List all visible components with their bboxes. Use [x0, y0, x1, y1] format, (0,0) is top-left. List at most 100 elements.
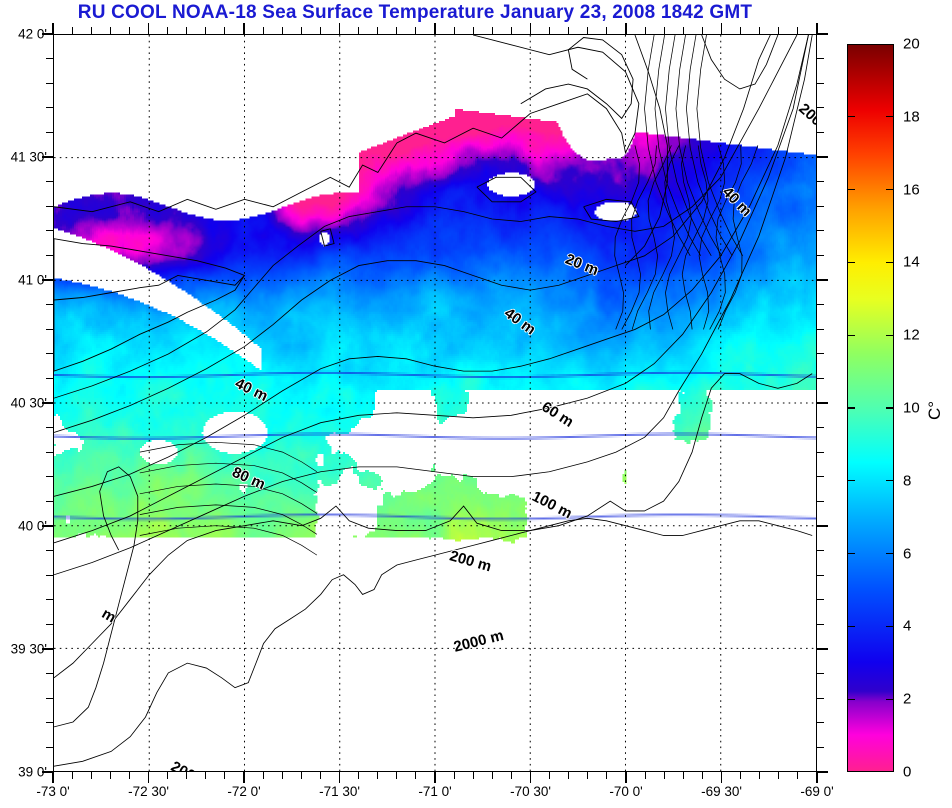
x-axis-minor-tick-top — [186, 27, 188, 34]
x-axis-major-tick-top — [720, 23, 723, 34]
y-axis-label: 39 30' — [10, 641, 47, 657]
y-axis-major-tick — [42, 525, 53, 527]
contour-canyon — [709, 145, 742, 330]
x-axis-major-tick-top — [434, 23, 436, 34]
contour-canyon — [621, 145, 657, 330]
x-axis-minor-tick-top — [377, 27, 379, 34]
x-axis-minor-tick — [396, 772, 398, 779]
contour-gulf-of-maine — [686, 35, 733, 257]
colorbar-tick-label: 6 — [903, 545, 912, 563]
x-axis-minor-tick — [224, 772, 226, 779]
x-axis-minor-tick — [587, 772, 589, 779]
x-axis-label: -72 30' — [128, 784, 169, 799]
x-axis-major-tick-top — [147, 23, 150, 34]
y-axis-minor-tick — [46, 82, 53, 84]
coastline-cape-cod — [520, 37, 634, 120]
colorbar-tick-label: 14 — [903, 253, 920, 271]
y-axis-major-tick — [42, 402, 53, 404]
y-axis-minor-tick-right — [817, 353, 824, 355]
x-axis-major-tick-top — [243, 23, 245, 34]
page-title: RU COOL NOAA-18 Sea Surface Temperature … — [77, 2, 753, 23]
x-axis-minor-tick — [377, 772, 379, 779]
x-axis-minor-tick-top — [587, 27, 589, 34]
y-axis-minor-tick-right — [817, 328, 824, 330]
x-axis-major-tick — [816, 772, 818, 783]
y-axis-minor-tick — [46, 697, 53, 699]
y-axis-minor-tick — [46, 254, 53, 256]
y-axis-minor-tick-right — [817, 58, 824, 60]
y-axis-major-tick — [42, 771, 53, 773]
contour-2000m — [54, 517, 813, 767]
contour-canyon — [698, 145, 726, 330]
y-axis-minor-tick-right — [817, 722, 824, 724]
y-axis-major-tick-right — [817, 771, 828, 773]
contour-canyon — [665, 145, 692, 330]
x-axis-minor-tick — [663, 772, 665, 779]
x-axis-major-tick — [243, 772, 245, 783]
colorbar-tick-label: 18 — [903, 108, 920, 126]
y-axis-major-tick-right — [817, 33, 828, 35]
coastline-contour-overlay — [54, 35, 816, 771]
x-axis-minor-tick — [759, 772, 761, 779]
x-axis-minor-tick — [491, 772, 493, 779]
y-axis-minor-tick-right — [817, 377, 824, 379]
colorbar-tick — [847, 552, 855, 555]
y-axis-minor-tick-right — [817, 500, 824, 502]
colorbar-tick — [886, 625, 894, 628]
colorbar-tick — [886, 480, 894, 482]
coastline-long-island-north — [54, 238, 246, 301]
y-axis-label: 42 0' — [18, 26, 47, 42]
contour-40m-east — [625, 35, 668, 266]
colorbar-tick — [847, 334, 855, 336]
x-axis-minor-tick — [415, 772, 417, 779]
x-axis-minor-tick-top — [396, 27, 398, 34]
y-axis-minor-tick-right — [817, 476, 824, 478]
coastline-nantucket — [583, 198, 640, 222]
y-axis-minor-tick — [46, 722, 53, 724]
contour-80m — [54, 35, 809, 544]
x-axis-minor-tick-top — [510, 27, 512, 34]
colorbar-tick-label: 8 — [903, 472, 912, 490]
contour-canyon — [631, 145, 672, 330]
x-axis-minor-tick — [568, 772, 570, 779]
colorbar-tick — [847, 625, 855, 628]
y-axis-major-tick-right — [817, 525, 828, 527]
y-axis-minor-tick-right — [817, 107, 824, 109]
x-axis-minor-tick — [606, 772, 608, 779]
contour-gulf-of-maine — [654, 35, 702, 257]
colorbar-tick — [886, 552, 894, 555]
x-axis-minor-tick-top — [167, 27, 169, 34]
x-axis-major-tick — [625, 772, 627, 783]
x-axis-minor-tick — [510, 772, 512, 779]
x-axis-minor-tick-top — [568, 27, 570, 34]
x-axis-minor-tick — [262, 772, 264, 779]
x-axis-minor-tick-top — [415, 27, 417, 34]
contour-60m — [54, 35, 809, 497]
y-axis-minor-tick-right — [817, 304, 824, 306]
y-axis-minor-tick-right — [817, 574, 824, 576]
y-axis-label: 41 0' — [18, 272, 47, 288]
x-axis-minor-tick — [701, 772, 703, 779]
y-axis-minor-tick-right — [817, 131, 824, 133]
x-axis-minor-tick-top — [778, 27, 780, 34]
y-axis-major-tick — [42, 648, 53, 650]
x-axis-minor-tick-top — [491, 27, 493, 34]
y-axis-minor-tick — [46, 451, 53, 453]
y-axis-minor-tick-right — [817, 254, 824, 256]
x-axis-minor-tick-top — [759, 27, 761, 34]
y-axis-minor-tick-right — [817, 181, 824, 183]
colorbar-tick — [847, 261, 855, 264]
y-axis-minor-tick-right — [817, 550, 824, 552]
x-axis-minor-tick-top — [453, 27, 455, 34]
y-axis-minor-tick — [46, 599, 53, 601]
x-axis-minor-tick — [71, 772, 73, 779]
contour-40m — [54, 35, 771, 433]
y-axis-minor-tick-right — [817, 451, 824, 453]
y-axis-minor-tick — [46, 353, 53, 355]
x-axis-minor-tick-top — [71, 27, 73, 34]
x-axis-minor-tick-top — [262, 27, 264, 34]
y-axis-label: 39 0' — [18, 764, 47, 780]
colorbar[interactable] — [847, 44, 894, 772]
y-axis-minor-tick — [46, 377, 53, 379]
